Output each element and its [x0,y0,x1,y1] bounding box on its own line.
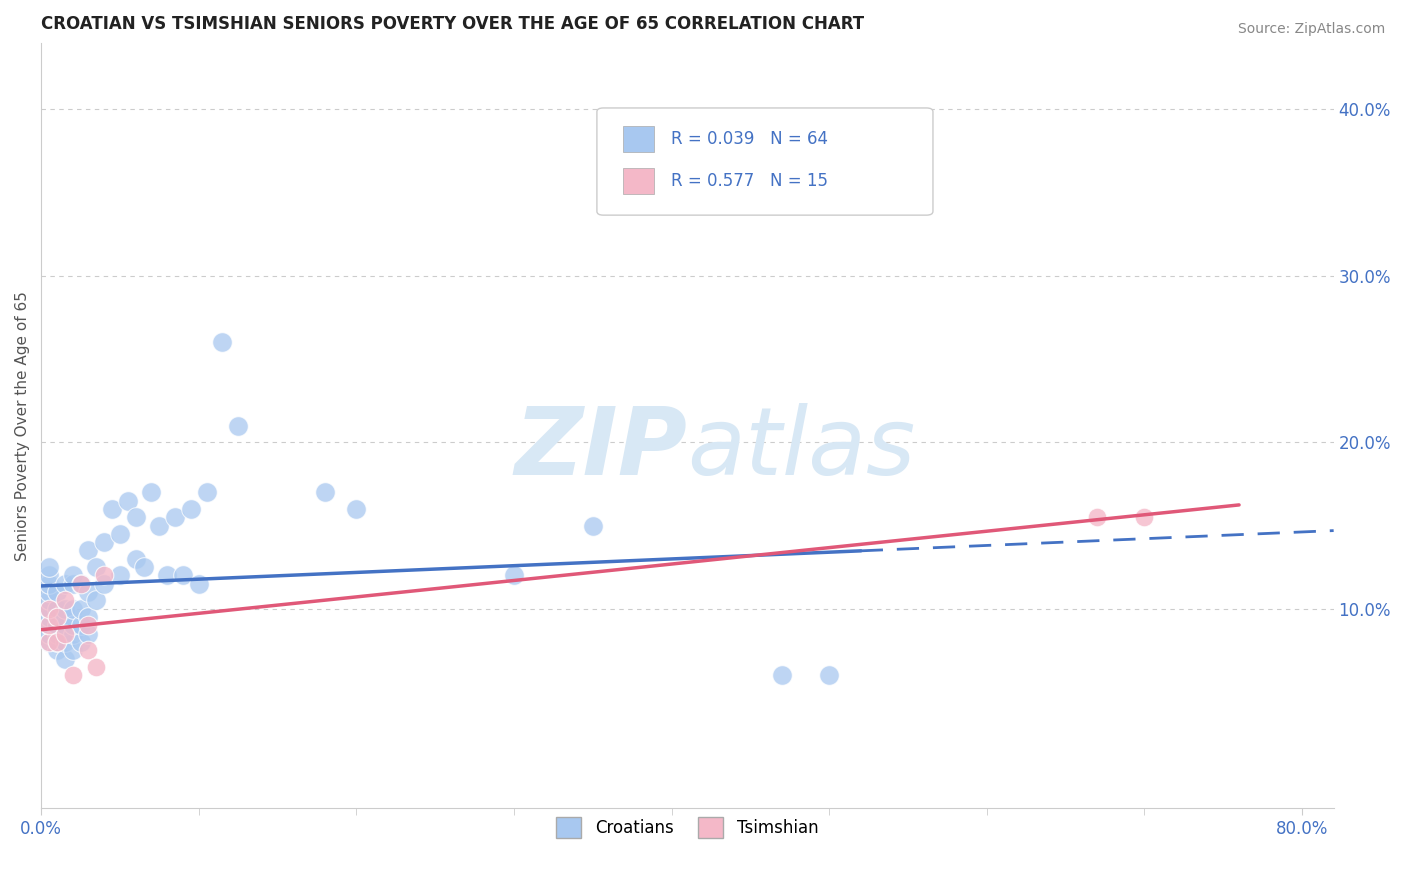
Point [38,593,60,607]
Point [93,568,115,582]
Point [77,643,100,657]
Point [45,610,67,624]
FancyBboxPatch shape [623,126,654,152]
Point [38,618,60,632]
Point [148,518,170,533]
Text: R = 0.039   N = 64: R = 0.039 N = 64 [671,129,828,147]
Point [62,601,84,615]
Point [38,635,60,649]
Point [1085,510,1108,524]
FancyBboxPatch shape [598,108,934,215]
Point [84,560,107,574]
Point [62,568,84,582]
Point [53,626,76,640]
Point [344,501,367,516]
Point [38,601,60,615]
Point [38,601,60,615]
Point [62,668,84,682]
Point [45,610,67,624]
Point [172,568,194,582]
Point [132,560,155,574]
Text: Source: ZipAtlas.com: Source: ZipAtlas.com [1237,22,1385,37]
Point [62,626,84,640]
Legend: Croatians, Tsimshian: Croatians, Tsimshian [548,809,827,846]
Point [77,610,100,624]
Text: R = 0.577   N = 15: R = 0.577 N = 15 [671,171,828,190]
Point [108,526,131,541]
Point [53,635,76,649]
Point [53,593,76,607]
Point [45,601,67,615]
Point [211,335,233,350]
Point [45,635,67,649]
Point [69,635,91,649]
Point [38,618,60,632]
Point [77,626,100,640]
Point [108,568,131,582]
Y-axis label: Seniors Poverty Over the Age of 65: Seniors Poverty Over the Age of 65 [15,291,30,560]
Point [45,618,67,632]
Point [195,485,218,500]
Point [84,660,107,674]
Point [69,576,91,591]
Point [69,601,91,615]
Point [226,418,249,433]
Point [45,626,67,640]
Point [69,618,91,632]
Point [818,668,841,682]
Point [53,618,76,632]
Point [38,635,60,649]
Point [101,501,124,516]
Point [141,485,163,500]
Point [53,651,76,665]
Point [77,618,100,632]
Point [62,618,84,632]
Point [38,626,60,640]
Point [38,576,60,591]
Point [582,518,605,533]
Point [45,585,67,599]
Point [38,568,60,582]
Point [180,501,202,516]
Point [38,610,60,624]
Point [53,610,76,624]
Point [117,493,139,508]
Point [156,568,179,582]
Point [770,668,793,682]
Point [45,635,67,649]
Text: CROATIAN VS TSIMSHIAN SENIORS POVERTY OVER THE AGE OF 65 CORRELATION CHART: CROATIAN VS TSIMSHIAN SENIORS POVERTY OV… [41,15,865,33]
Point [314,485,336,500]
Point [69,576,91,591]
Point [125,510,148,524]
Point [77,585,100,599]
Point [45,643,67,657]
Point [38,560,60,574]
Point [165,510,187,524]
Point [187,576,209,591]
Point [53,576,76,591]
Point [125,551,148,566]
Point [1133,510,1156,524]
Point [93,535,115,549]
Text: atlas: atlas [688,403,915,494]
Point [84,593,107,607]
Point [38,585,60,599]
Point [53,601,76,615]
FancyBboxPatch shape [623,168,654,194]
Point [62,576,84,591]
Point [62,643,84,657]
Point [93,576,115,591]
Text: ZIP: ZIP [515,402,688,495]
Point [503,568,526,582]
Point [77,543,100,558]
